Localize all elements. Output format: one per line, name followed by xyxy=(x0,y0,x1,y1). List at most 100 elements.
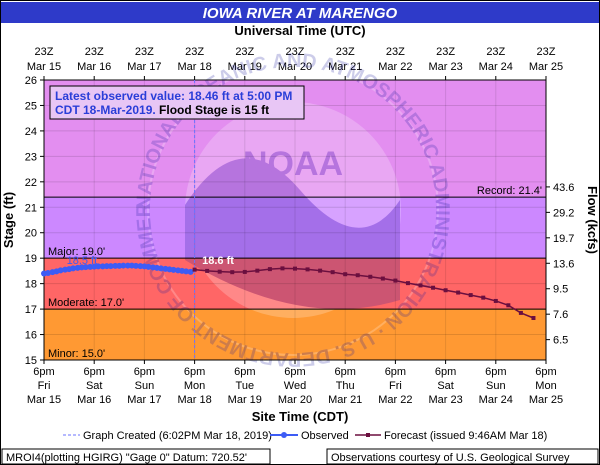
top-axis-label: Universal Time (UTC) xyxy=(234,23,365,38)
observed-point xyxy=(132,262,139,269)
footer-credit-box xyxy=(326,448,599,465)
bottom-tick-date: Mar 25 xyxy=(529,394,563,406)
latest-value-box-frame xyxy=(49,85,305,120)
top-tick-time: 23Z xyxy=(386,46,405,58)
right-tick-label: 19.7 xyxy=(553,233,574,245)
top-tick-date: Mar 23 xyxy=(428,61,462,73)
forecast-point xyxy=(393,278,398,283)
right-tick-label: 29.2 xyxy=(553,207,574,219)
flood-stage-note: Flood Stage is 15 ft xyxy=(156,103,269,117)
forecast-point xyxy=(217,269,222,274)
bottom-tick-date: Mar 23 xyxy=(428,394,462,406)
forecast-point xyxy=(230,270,235,275)
forecast-point xyxy=(481,295,486,300)
bottom-tick-dow: Sat xyxy=(86,380,103,392)
observed-point xyxy=(183,268,190,275)
top-tick-date: Mar 17 xyxy=(127,61,161,73)
forecast-point xyxy=(330,270,335,275)
forecast-point xyxy=(280,266,285,271)
bottom-tick-time: 6pm xyxy=(83,366,104,378)
bottom-axis-ticks: 6pm Fri Mar 15 6pm Sat Mar 16 6pm Sun Mar 17 6pm M… xyxy=(27,360,563,406)
bottom-tick-dow: Sat xyxy=(437,380,454,392)
top-tick-time: 23Z xyxy=(537,46,556,58)
left-tick-label: 20 xyxy=(25,228,37,240)
top-tick-time: 23Z xyxy=(35,46,54,58)
forecast-point xyxy=(267,267,272,272)
bottom-tick-time: 6pm xyxy=(535,366,556,378)
observed-point xyxy=(45,269,52,276)
observed-point xyxy=(82,264,89,271)
right-tick-label: 9.5 xyxy=(553,284,568,296)
right-tick-label: 6.5 xyxy=(553,335,568,347)
legend-observed-marker xyxy=(281,432,287,438)
legend-observed-label: Observed xyxy=(301,430,349,442)
forecast-point xyxy=(506,303,511,308)
forecast-point xyxy=(468,293,473,298)
top-tick-time: 23Z xyxy=(436,46,455,58)
bottom-tick-time: 6pm xyxy=(33,366,54,378)
bottom-tick-time: 6pm xyxy=(184,366,205,378)
forecast-point xyxy=(205,268,210,273)
forecast-point xyxy=(443,288,448,293)
forecast-point xyxy=(355,273,360,278)
top-tick-date: Mar 15 xyxy=(27,61,61,73)
bottom-tick-date: Mar 17 xyxy=(127,394,161,406)
left-axis-ticks: 15 16 17 18 19 20 21 22 23 24 25 26 xyxy=(25,75,44,367)
forecast-point xyxy=(431,285,436,290)
top-axis-ticks: 23Z Mar 15 23Z Mar 16 23Z Mar 17 23Z Mar 18 23Z M… xyxy=(27,46,563,80)
forecast-series: 18.6 ft xyxy=(192,255,536,320)
forecast-point xyxy=(255,268,260,273)
forecast-point xyxy=(305,267,310,272)
top-tick-date: Mar 24 xyxy=(479,61,513,73)
forecast-point xyxy=(418,283,423,288)
left-tick-label: 21 xyxy=(25,202,37,214)
threshold-label-record: Record: 21.4' xyxy=(477,185,542,197)
right-tick-label: 7.6 xyxy=(553,309,568,321)
left-tick-label: 16 xyxy=(25,330,37,342)
top-tick-date: Mar 20 xyxy=(278,61,312,73)
observed-point xyxy=(187,268,194,275)
forecast-point xyxy=(293,266,297,271)
footer-credit: Observations courtesy of U.S. Geological… xyxy=(331,452,570,464)
left-tick-label: 22 xyxy=(25,177,37,189)
bottom-tick-date: Mar 18 xyxy=(177,394,211,406)
forecast-point xyxy=(518,310,523,315)
forecast-point xyxy=(456,290,461,295)
observed-point xyxy=(107,263,114,270)
top-tick-time: 23Z xyxy=(235,46,254,58)
bottom-tick-time: 6pm xyxy=(334,366,355,378)
threshold-label-moderate: Moderate: 17.0' xyxy=(48,297,124,309)
latest-value-box: Latest observed value: 18.46 ft at 5:00 … xyxy=(49,85,305,120)
top-tick-date: Mar 16 xyxy=(77,61,111,73)
left-tick-label: 18 xyxy=(25,279,37,291)
right-axis-ticks: 6.5 7.6 9.5 13.6 19.7 29.2 43.6 xyxy=(546,182,574,347)
bottom-tick-time: 6pm xyxy=(485,366,506,378)
forecast-peak-label: 18.6 ft xyxy=(202,255,234,267)
left-tick-label: 24 xyxy=(25,126,37,138)
band-minor xyxy=(44,309,546,360)
bottom-tick-dow: Fri xyxy=(389,380,402,392)
forecast-line xyxy=(194,267,534,319)
top-tick-date: Mar 18 xyxy=(177,61,211,73)
right-tick-label: 13.6 xyxy=(553,258,574,270)
forecast-point xyxy=(242,269,247,274)
observed-point xyxy=(120,262,127,269)
bottom-tick-time: 6pm xyxy=(385,366,406,378)
band-major xyxy=(44,197,546,259)
top-tick-date: Mar 22 xyxy=(378,61,412,73)
bottom-tick-date: Mar 22 xyxy=(378,394,412,406)
legend-forecast-marker xyxy=(366,433,370,437)
bottom-tick-date: Mar 19 xyxy=(228,394,262,406)
bottom-tick-date: Mar 16 xyxy=(77,394,111,406)
forecast-point xyxy=(493,298,498,303)
bottom-tick-dow: Sun xyxy=(135,380,155,392)
bottom-tick-dow: Mon xyxy=(184,380,205,392)
observed-point xyxy=(95,263,102,270)
threshold-label-minor: Minor: 15.0' xyxy=(48,348,105,360)
forecast-point xyxy=(531,316,536,320)
legend-created-label: Graph Created (6:02PM Mar 18, 2019) xyxy=(83,430,272,442)
bottom-tick-dow: Wed xyxy=(284,380,306,392)
observed-value-label: 18.5 ft xyxy=(67,255,98,267)
threshold-label-major: Major: 19.0' xyxy=(48,246,105,258)
observed-series: 18.5 ft xyxy=(41,255,194,277)
